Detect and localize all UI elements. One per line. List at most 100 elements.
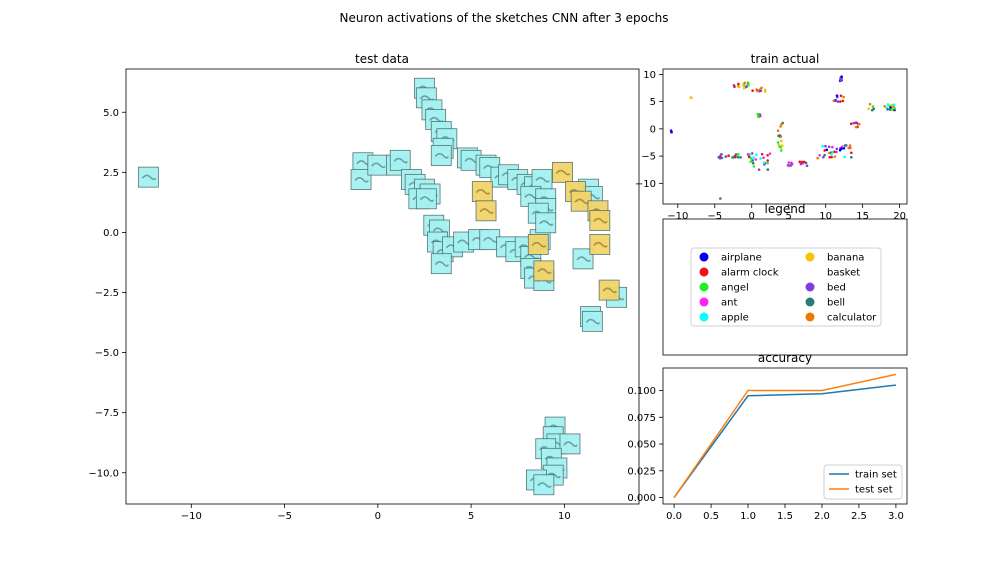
train-point bbox=[751, 159, 754, 162]
sketch-thumbnail bbox=[475, 200, 497, 222]
accuracy-ticks: 0.0 0.5 1.0 1.5 2.0 2.5 3.0 0.000 0.025 0.050 0.07… bbox=[627, 386, 904, 522]
train-point bbox=[828, 155, 832, 159]
sketch-stroke bbox=[371, 162, 386, 169]
x-tick-label: 0.5 bbox=[703, 511, 719, 522]
legend-label: alarm clock bbox=[721, 268, 779, 279]
y-tick-label: 5 bbox=[650, 97, 656, 108]
accuracy-legend: train set test set bbox=[823, 464, 903, 500]
y-tick-label: 5.0 bbox=[103, 108, 119, 119]
sketch-thumbnail bbox=[389, 149, 411, 171]
train-point bbox=[780, 123, 783, 126]
train-point bbox=[747, 155, 751, 159]
legend-marker bbox=[805, 312, 815, 322]
train-point bbox=[823, 153, 826, 157]
x-tick-label: −10 bbox=[667, 211, 688, 222]
train-point bbox=[776, 129, 780, 133]
sketch-stroke bbox=[563, 441, 578, 447]
legend-label: bed bbox=[827, 283, 846, 294]
train-point bbox=[743, 81, 747, 85]
train-point bbox=[747, 83, 750, 87]
train-point bbox=[755, 88, 758, 91]
train-point bbox=[736, 153, 740, 156]
legend-marker bbox=[699, 267, 709, 277]
sketch-stroke bbox=[475, 189, 491, 195]
train-point bbox=[779, 125, 782, 128]
train-point bbox=[749, 160, 752, 164]
sketch-tile bbox=[598, 279, 620, 301]
train-point bbox=[892, 103, 896, 106]
legend-label: bell bbox=[827, 298, 845, 309]
sketch-stroke bbox=[537, 482, 552, 488]
legend-label: apple bbox=[721, 313, 749, 324]
train-point bbox=[831, 145, 834, 149]
legend-axes: legend airplane alarm clock angel ant apple b… bbox=[662, 202, 908, 356]
sketch-tile bbox=[589, 234, 611, 255]
sketch-tile bbox=[589, 210, 611, 231]
legend-label: banana bbox=[827, 253, 864, 264]
train-point bbox=[840, 75, 843, 78]
train-point bbox=[756, 114, 760, 118]
sketch-stroke bbox=[141, 174, 157, 181]
sketch-tile bbox=[581, 310, 603, 332]
y-tick-label: −2.5 bbox=[95, 288, 119, 299]
train-point bbox=[752, 165, 756, 168]
sketch-tile bbox=[430, 253, 452, 275]
sketch-tile bbox=[137, 166, 159, 188]
y-tick-label: −10 bbox=[635, 179, 656, 190]
train-point bbox=[867, 107, 870, 110]
y-tick-label: 10 bbox=[643, 70, 656, 81]
sketch-tile bbox=[527, 234, 549, 255]
train-point bbox=[833, 155, 837, 158]
sketch-stroke bbox=[537, 268, 552, 274]
sketch-thumbnail bbox=[589, 210, 611, 231]
train-point bbox=[745, 85, 748, 88]
y-tick-label: −10.0 bbox=[88, 468, 119, 479]
train-point bbox=[787, 161, 791, 164]
train-point bbox=[766, 168, 770, 171]
sketch-tile bbox=[533, 260, 555, 282]
train-point bbox=[838, 100, 842, 103]
train-point bbox=[883, 104, 886, 108]
train-point bbox=[830, 155, 833, 159]
train-point bbox=[724, 155, 728, 158]
train-point bbox=[760, 152, 764, 156]
train-point bbox=[804, 161, 808, 165]
legend-label: calculator bbox=[827, 313, 877, 324]
train-point bbox=[824, 144, 827, 148]
train-actual-marks bbox=[669, 75, 896, 200]
x-tick-label: 15 bbox=[856, 211, 869, 222]
train-point bbox=[766, 159, 770, 162]
train-actual-axes: train actual −10 −5 0 5 10 15 20 10 5 0 −5 −10 bbox=[635, 52, 908, 222]
x-tick-label: −5 bbox=[277, 511, 292, 522]
sketch-thumbnail bbox=[137, 166, 159, 188]
y-tick-label: 0.0 bbox=[103, 228, 119, 239]
sketch-tile bbox=[350, 169, 372, 190]
accuracy-series-line bbox=[673, 384, 896, 499]
sketch-thumbnail bbox=[415, 188, 437, 210]
train-point bbox=[818, 153, 821, 157]
train-point bbox=[839, 94, 843, 98]
train-point bbox=[759, 157, 762, 160]
accuracy-legend-label: train set bbox=[855, 470, 897, 481]
x-tick-label: 20 bbox=[893, 211, 906, 222]
train-point bbox=[733, 85, 736, 88]
train-point bbox=[852, 121, 856, 125]
legend-label: basket bbox=[827, 268, 860, 279]
train-point bbox=[755, 153, 758, 156]
train-point bbox=[842, 146, 846, 150]
train-point bbox=[843, 155, 846, 159]
train-point bbox=[760, 86, 763, 90]
train-point bbox=[777, 134, 780, 138]
legend-marker bbox=[805, 282, 815, 292]
sketch-tile bbox=[559, 433, 581, 455]
sketch-stroke bbox=[574, 198, 589, 205]
y-tick-label: 0.000 bbox=[627, 493, 656, 504]
train-point bbox=[840, 147, 843, 150]
train-point bbox=[823, 149, 826, 152]
train-point bbox=[780, 139, 783, 143]
legend-marker bbox=[805, 252, 815, 262]
train-point bbox=[848, 144, 852, 147]
y-tick-label: −5.0 bbox=[95, 348, 119, 359]
train-point bbox=[822, 155, 825, 159]
